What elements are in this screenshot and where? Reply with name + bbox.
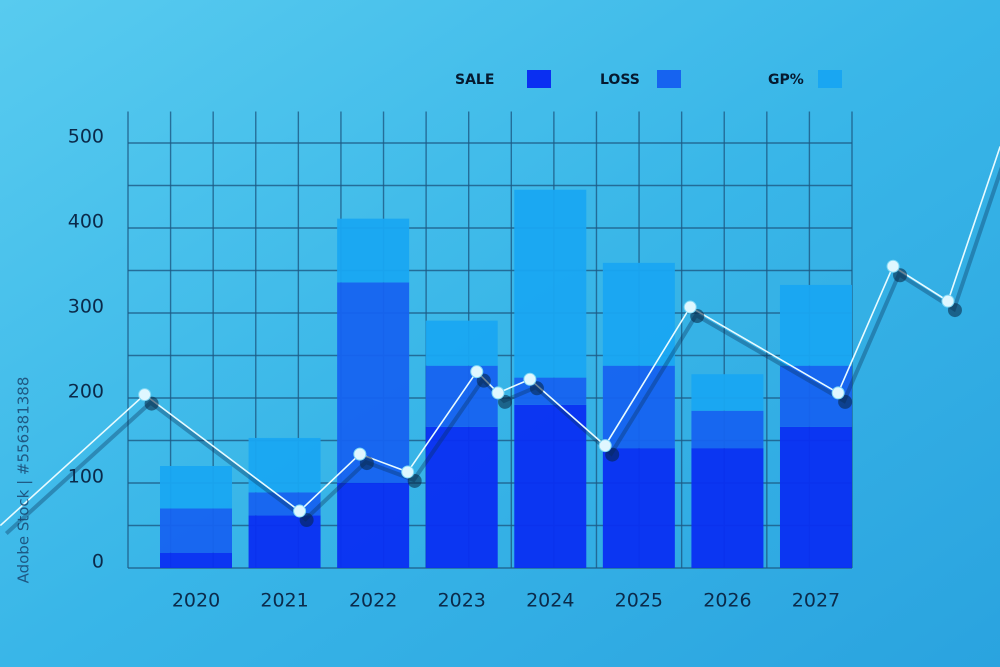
bar-segment (691, 448, 764, 568)
x-tick-label: 2022 (349, 590, 397, 612)
legend-swatch (818, 70, 842, 88)
bar-segment (248, 437, 321, 493)
trend-point-shadow (529, 381, 544, 396)
trend-point (470, 365, 484, 379)
trend-point (138, 388, 152, 402)
x-tick-label: 2021 (260, 590, 308, 612)
x-tick-label: 2026 (703, 590, 751, 612)
x-tick-label: 2020 (172, 590, 220, 612)
y-tick-label: 100 (68, 466, 104, 488)
bar-segment (337, 218, 410, 283)
trend-point-shadow (893, 268, 908, 283)
trend-point-shadow (947, 303, 962, 318)
trend-point-shadow (498, 394, 513, 409)
bar-segment (160, 466, 232, 509)
y-tick-label: 500 (68, 126, 104, 148)
legend-label: GP% (768, 72, 804, 88)
y-tick-label: 300 (68, 296, 104, 318)
bar-segment (514, 404, 587, 568)
legend-label: LOSS (600, 72, 640, 88)
bar-segment (337, 282, 410, 483)
trend-point (353, 447, 367, 461)
x-tick-label: 2025 (615, 590, 663, 612)
trend-point-shadow (690, 309, 705, 324)
trend-point (941, 294, 955, 308)
x-tick-label: 2023 (438, 590, 486, 612)
bar-segment (337, 483, 410, 568)
legend-swatch (657, 70, 681, 88)
bar-segment (779, 284, 852, 366)
y-tick-label: 400 (68, 211, 104, 233)
bar-segment (691, 410, 764, 449)
legend-label: SALE (455, 72, 494, 88)
trend-point (401, 465, 415, 479)
trend-point-shadow (144, 396, 159, 411)
trend-point (598, 439, 612, 453)
trend-point-shadow (359, 456, 374, 471)
trend-point (523, 372, 537, 386)
trend-shadow (4, 166, 1000, 535)
trend-point-shadow (299, 513, 314, 528)
bar-segment (602, 365, 675, 449)
trend-point (491, 386, 505, 400)
trend-line (0, 146, 1000, 535)
x-tick-label: 2027 (792, 590, 840, 612)
y-tick-label: 200 (68, 381, 104, 403)
bar-segment (602, 448, 675, 568)
bar-segment (425, 320, 498, 366)
trend-point (683, 300, 697, 314)
labels: 0 100 200 300 400 500 2020 2021 2022 2023 2024 2025… (68, 70, 842, 612)
bar-segment (160, 508, 232, 553)
trend-point-shadow (476, 373, 491, 388)
trend-point-shadow (605, 447, 620, 462)
bar-segment (779, 426, 852, 568)
trend-point (831, 386, 845, 400)
watermark: Adobe Stock | #556381388 (15, 377, 33, 584)
bar-segment (425, 426, 498, 568)
bar-segment (160, 552, 232, 568)
trend-point-shadow (407, 473, 422, 488)
trend-line (0, 146, 1000, 527)
trend-point-shadow (838, 394, 853, 409)
bars (160, 189, 852, 568)
x-tick-label: 2024 (526, 590, 574, 612)
trend-point (886, 259, 900, 273)
bar-segment (602, 262, 675, 366)
bar-segment (691, 374, 764, 411)
trend-point (293, 504, 307, 518)
y-tick-label: 0 (92, 551, 104, 573)
legend-swatch (527, 70, 551, 88)
bar-segment (514, 189, 587, 378)
